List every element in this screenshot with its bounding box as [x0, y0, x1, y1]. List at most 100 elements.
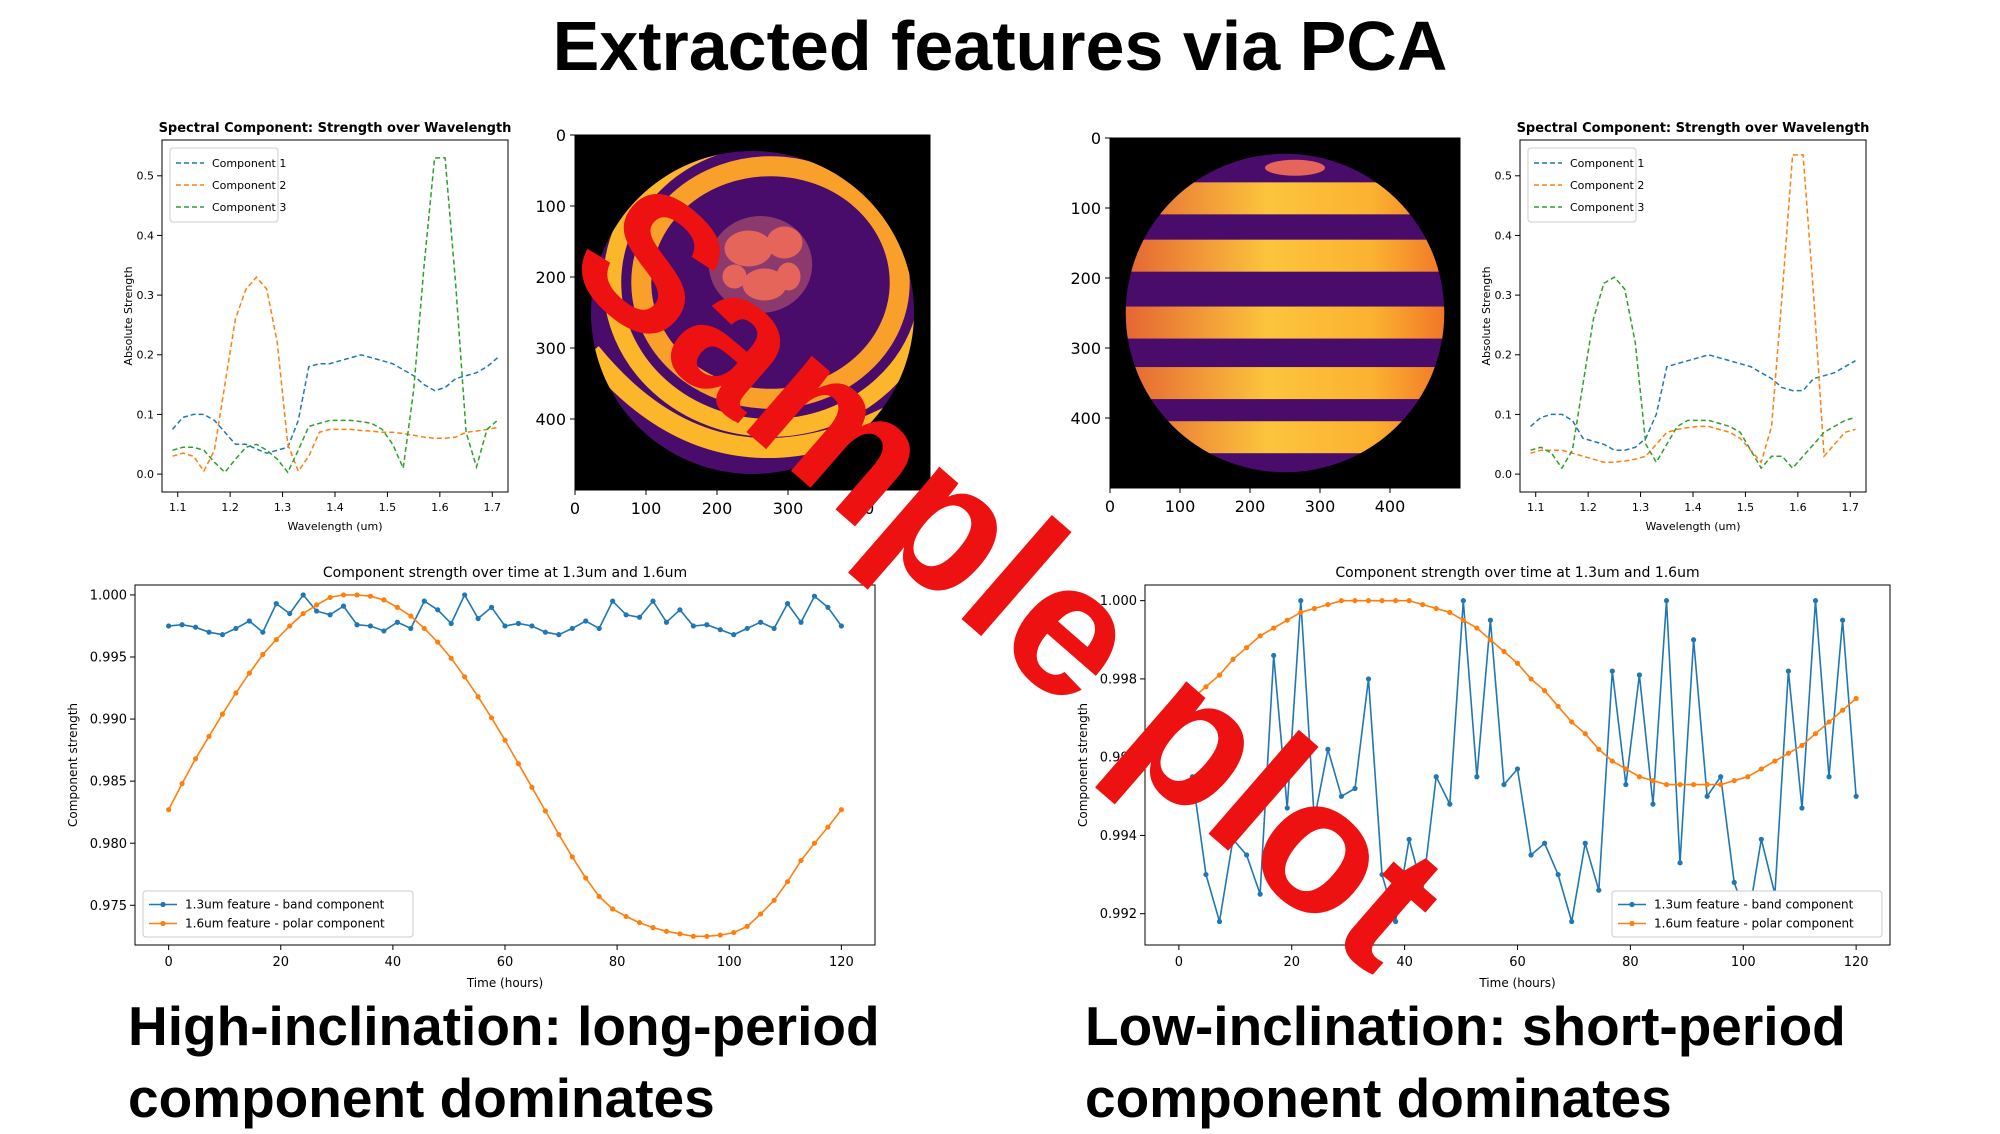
- data-point: [1447, 609, 1453, 615]
- data-point: [1365, 598, 1372, 604]
- x-tick-label: 20: [1283, 955, 1300, 970]
- data-point: [1799, 742, 1805, 749]
- data-point: [515, 761, 522, 767]
- data-point: [650, 925, 656, 931]
- data-point: [784, 601, 791, 607]
- data-point: [1203, 684, 1209, 690]
- x-tick-label: 300: [773, 499, 804, 518]
- y-tick-label: 400: [535, 410, 566, 429]
- legend-label: 1.6um feature - polar component: [1654, 917, 1854, 931]
- x-tick-label: 300: [1305, 497, 1336, 516]
- data-point: [1677, 781, 1683, 788]
- data-point: [1338, 598, 1345, 604]
- series-line-2: [167, 594, 843, 938]
- data-point: [367, 623, 374, 629]
- y-tick-label: 0.0: [1495, 468, 1513, 481]
- planet-band: [1125, 239, 1445, 272]
- data-point: [838, 623, 844, 629]
- legend: Component 1 Component 2 Component 3: [169, 147, 286, 223]
- data-point: [1365, 676, 1372, 682]
- x-tick-label: 1.3: [274, 501, 292, 514]
- data-point: [1677, 860, 1683, 866]
- x-tick-label: 0: [1175, 955, 1183, 970]
- y-tick-label: 100: [1070, 199, 1101, 218]
- data-point: [650, 598, 656, 604]
- series-line-2: [1530, 154, 1856, 464]
- slide-title: Extracted features via PCA: [552, 7, 1448, 85]
- planet-band: [1125, 306, 1445, 339]
- data-point: [758, 911, 764, 917]
- polar-spot: [1265, 159, 1325, 176]
- data-point: [448, 655, 454, 661]
- data-point: [542, 629, 548, 635]
- data-point: [1433, 774, 1439, 780]
- data-point: [1406, 836, 1412, 842]
- series-line-1: [1530, 354, 1856, 451]
- data-point: [340, 603, 347, 609]
- x-tick-label: 60: [1509, 955, 1526, 970]
- planet-band: [603, 150, 915, 437]
- data-point: [179, 781, 185, 787]
- data-point: [462, 592, 468, 598]
- series-line-1: [1178, 600, 1857, 922]
- image-frame: [574, 134, 931, 491]
- data-point: [206, 629, 212, 635]
- data-point: [273, 637, 279, 643]
- series-line-1: [171, 354, 498, 454]
- x-axis-label: Time (hours): [1478, 976, 1555, 990]
- data-point: [1758, 766, 1764, 772]
- data-point: [1785, 750, 1792, 756]
- series-line-1: [168, 593, 843, 636]
- y-tick-label: 0.995: [90, 651, 127, 666]
- polar-spot: [742, 268, 787, 301]
- data-point: [1230, 836, 1236, 842]
- legend-marker: [1629, 920, 1635, 927]
- data-point: [610, 598, 616, 604]
- x-tick-label: 100: [1731, 955, 1756, 970]
- data-point: [381, 628, 387, 634]
- data-point: [273, 601, 279, 607]
- x-tick-label: 60: [497, 955, 514, 970]
- data-point: [166, 807, 172, 813]
- x-tick-label: 80: [609, 955, 626, 970]
- x-tick-label: 120: [829, 955, 854, 970]
- data-point: [1718, 781, 1724, 788]
- data-point: [1189, 695, 1196, 702]
- data-point: [327, 612, 333, 618]
- spectral-chart-right: Spectral Component: Strength over Wavele…: [1480, 121, 1869, 533]
- legend-label: 1.6um feature - polar component: [185, 917, 385, 931]
- y-tick-label: 0.3: [1495, 289, 1513, 302]
- data-point: [260, 629, 266, 635]
- x-tick-label: 1.2: [221, 501, 239, 514]
- data-point: [623, 612, 629, 618]
- data-point: [569, 854, 575, 860]
- x-tick-label: 1.6: [431, 501, 449, 514]
- y-tick-label: 1.000: [90, 588, 127, 603]
- legend-label: Component 2: [1570, 179, 1644, 192]
- data-point: [1569, 918, 1575, 925]
- data-point: [1230, 656, 1236, 662]
- data-point: [704, 622, 710, 628]
- x-tick-label: 400: [1375, 497, 1406, 516]
- data-point: [300, 610, 306, 617]
- time-chart-left: Component strength over time at 1.3um an…: [66, 565, 876, 990]
- legend-marker: [160, 901, 166, 908]
- data-point: [677, 931, 683, 937]
- data-point: [1623, 781, 1629, 788]
- x-tick-label: 1.4: [326, 501, 344, 514]
- legend-label: Component 2: [212, 179, 286, 192]
- series-line-3: [1530, 276, 1856, 470]
- data-point: [1812, 598, 1819, 604]
- data-point: [1311, 605, 1317, 612]
- data-point: [1772, 758, 1778, 764]
- y-tick-label: 300: [1070, 339, 1101, 358]
- data-point: [1826, 774, 1832, 780]
- data-point: [394, 604, 400, 610]
- data-point: [1460, 598, 1466, 604]
- y-tick-label: 0.5: [1495, 170, 1513, 183]
- y-tick-label: 1.000: [1100, 594, 1137, 609]
- data-point: [771, 625, 777, 632]
- y-tick-label: 0.1: [137, 408, 155, 421]
- data-point: [1216, 672, 1223, 678]
- data-point: [287, 623, 293, 629]
